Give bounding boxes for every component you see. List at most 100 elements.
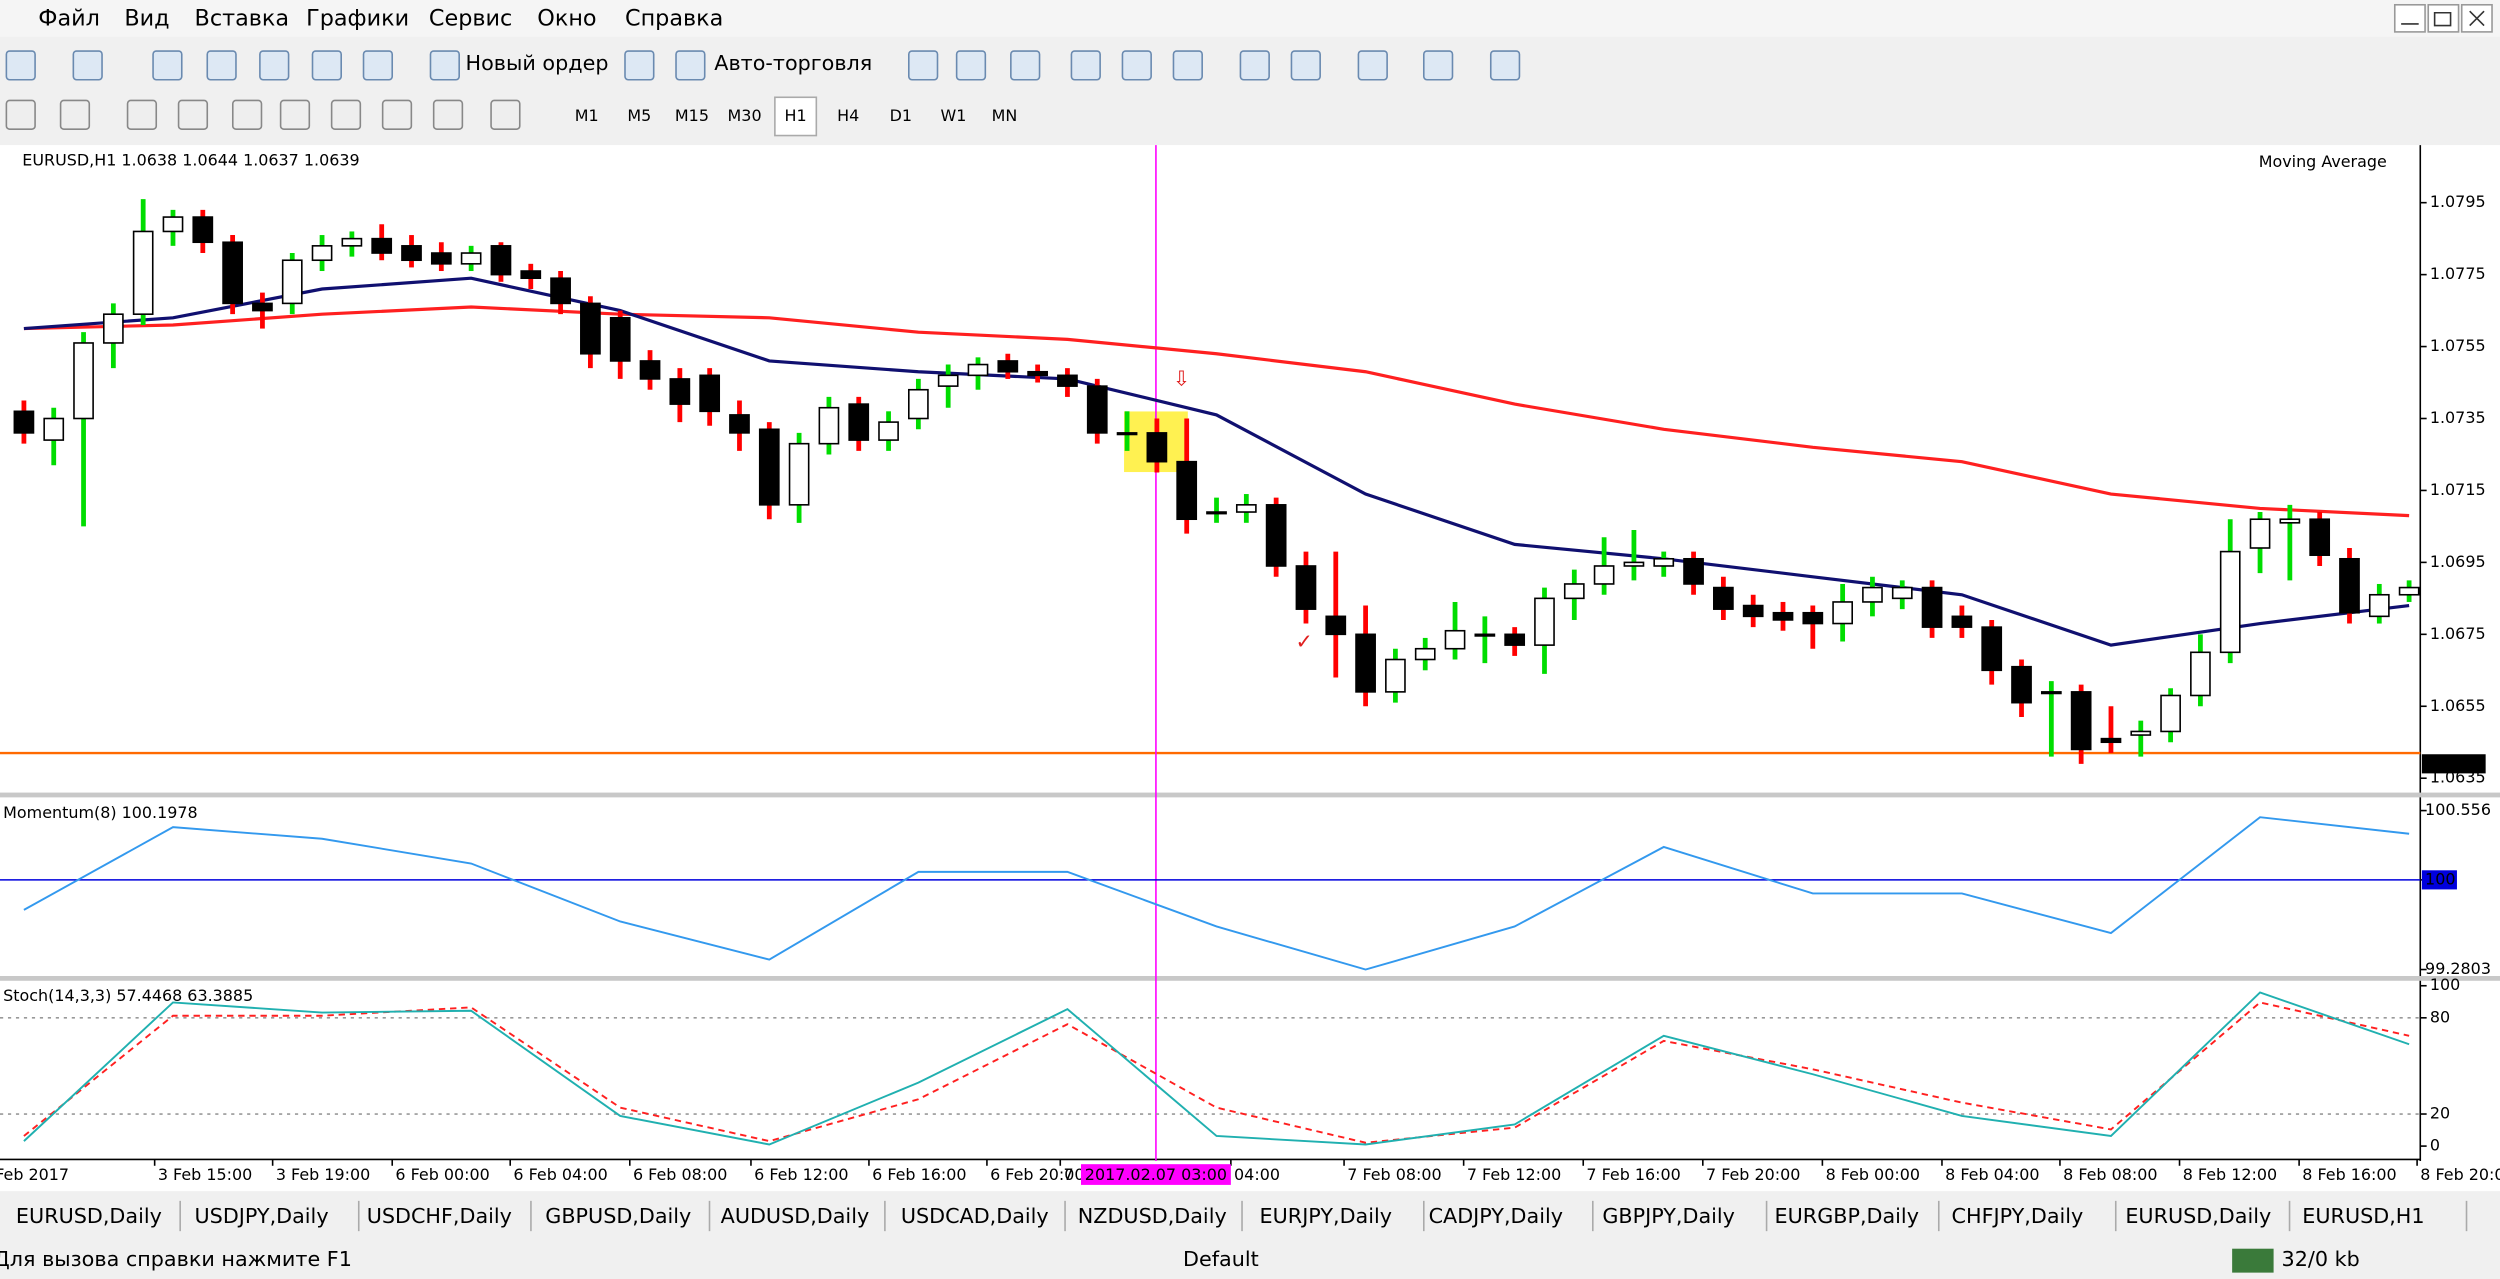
price-tick-label: 1.0735 bbox=[2430, 408, 2486, 427]
menu-item[interactable]: Файл bbox=[38, 6, 100, 32]
toolbar-icon[interactable] bbox=[429, 50, 460, 81]
toolbar-icon[interactable] bbox=[152, 50, 183, 81]
status-profile: Default bbox=[1183, 1247, 1259, 1271]
chart-tab[interactable]: CHFJPY,Daily bbox=[1952, 1204, 2084, 1228]
candle-body bbox=[788, 442, 810, 506]
tool-icon[interactable] bbox=[330, 99, 362, 130]
timeframe-button[interactable]: H4 bbox=[837, 106, 859, 125]
restore-button[interactable] bbox=[2427, 3, 2460, 33]
chart-tab[interactable]: GBPJPY,Daily bbox=[1602, 1204, 1735, 1228]
menu-item[interactable]: Сервис bbox=[429, 6, 512, 32]
chart-tab[interactable]: EURJPY,Daily bbox=[1260, 1204, 1392, 1228]
chart-tab[interactable]: EURGBP,Daily bbox=[1775, 1204, 1919, 1228]
toolbar-icon[interactable] bbox=[1121, 50, 1152, 81]
toolbar-icon[interactable] bbox=[1010, 50, 1041, 81]
toolbar-icon[interactable] bbox=[1172, 50, 1203, 81]
menu-item[interactable]: Вид bbox=[124, 6, 169, 32]
timeframe-button[interactable]: M5 bbox=[627, 106, 651, 125]
toolbar-icon[interactable] bbox=[259, 50, 290, 81]
candle-body bbox=[1862, 586, 1883, 603]
tool-icon[interactable] bbox=[126, 99, 158, 130]
tool-icon[interactable] bbox=[490, 99, 521, 130]
toolbar-icon[interactable] bbox=[5, 50, 36, 81]
tool-icon[interactable] bbox=[381, 99, 413, 130]
menu-item[interactable]: Вставка bbox=[195, 6, 290, 32]
cursor-label: 2017.02.07 03:00 bbox=[1085, 1165, 1227, 1184]
candle-body bbox=[460, 252, 482, 265]
toolbar-icon[interactable] bbox=[624, 50, 655, 81]
toolbar-icon[interactable] bbox=[362, 50, 394, 81]
candle-body bbox=[1653, 557, 1675, 567]
menu-item[interactable]: Справка bbox=[625, 6, 723, 32]
tool-icon[interactable] bbox=[59, 99, 91, 130]
menu-item[interactable]: Окно bbox=[537, 6, 596, 32]
signal-arrow: ⇩ bbox=[1173, 367, 1190, 391]
timeframe-button[interactable]: D1 bbox=[890, 106, 912, 125]
chart-tab[interactable]: NZDUSD,Daily bbox=[1078, 1204, 1227, 1228]
candle-body bbox=[102, 313, 124, 344]
candle-body bbox=[2190, 651, 2211, 697]
chart-tab[interactable]: EURUSD,Daily bbox=[2125, 1204, 2271, 1228]
toolbar-icon[interactable] bbox=[955, 50, 987, 81]
ma-fast bbox=[23, 276, 2410, 647]
chart-tab[interactable]: EURUSD,Daily bbox=[16, 1204, 162, 1228]
chart-tab[interactable]: GBPUSD,Daily bbox=[545, 1204, 691, 1228]
toolbar-icon[interactable] bbox=[206, 50, 237, 81]
toolbar-icon[interactable] bbox=[72, 50, 103, 81]
close-button[interactable] bbox=[2460, 3, 2493, 33]
menu-item[interactable]: Графики bbox=[306, 6, 409, 32]
candle-body bbox=[937, 374, 959, 387]
timeframe-button[interactable]: M30 bbox=[728, 106, 762, 125]
toolbar-icon[interactable] bbox=[908, 50, 939, 81]
toolbar-icon[interactable] bbox=[1239, 50, 1270, 81]
candle-body bbox=[1027, 370, 1048, 377]
tool-icon[interactable] bbox=[231, 99, 263, 130]
toolbar-icon[interactable] bbox=[1422, 50, 1454, 81]
toolbar-icon[interactable] bbox=[675, 50, 706, 81]
candle-body bbox=[490, 245, 512, 276]
chart-tab[interactable]: USDJPY,Daily bbox=[195, 1204, 329, 1228]
pane-separator bbox=[0, 975, 2500, 981]
candle-body bbox=[729, 414, 750, 434]
chart-tab[interactable]: USDCHF,Daily bbox=[367, 1204, 512, 1228]
minimize-button[interactable] bbox=[2393, 3, 2426, 33]
toolbar-icon[interactable] bbox=[1070, 50, 1101, 81]
timeframe-button[interactable]: M1 bbox=[575, 106, 599, 125]
time-label: 8 Feb 04:00 bbox=[1945, 1165, 2039, 1184]
tool-icon[interactable] bbox=[279, 99, 311, 130]
window-controls[interactable] bbox=[2393, 3, 2493, 33]
toolbar-icon[interactable] bbox=[311, 50, 342, 81]
candle-body bbox=[252, 302, 273, 312]
candle-body bbox=[1921, 586, 1943, 628]
chart-tab[interactable]: CADJPY,Daily bbox=[1429, 1204, 1563, 1228]
candle-body bbox=[222, 241, 243, 305]
candle-body bbox=[1474, 633, 1496, 637]
candle-body bbox=[1235, 504, 1257, 513]
time-label: 8 Feb 20:00 bbox=[2420, 1165, 2500, 1184]
pane-separator bbox=[0, 792, 2500, 798]
tool-icon[interactable] bbox=[177, 99, 209, 130]
chart-tab[interactable]: USDCAD,Daily bbox=[901, 1204, 1049, 1228]
toolbar-icon[interactable] bbox=[1489, 50, 1521, 81]
timeframe-button[interactable]: M15 bbox=[675, 106, 709, 125]
candle-body bbox=[311, 245, 333, 262]
price-tick-label: 1.0755 bbox=[2430, 336, 2486, 355]
candle-body bbox=[908, 388, 929, 420]
timeframe-button[interactable]: W1 bbox=[940, 106, 966, 125]
tool-icon[interactable] bbox=[432, 99, 464, 130]
tool-icon[interactable] bbox=[5, 99, 36, 130]
timeframe-button[interactable]: H1 bbox=[785, 106, 807, 125]
toolbar-icon[interactable] bbox=[1357, 50, 1388, 81]
time-label: 7 Feb 20:00 bbox=[1706, 1165, 1800, 1184]
chart-tab[interactable]: AUDUSD,Daily bbox=[721, 1204, 870, 1228]
chart-tab[interactable]: EURUSD,H1 bbox=[2302, 1204, 2424, 1228]
new-order-button[interactable]: Новый ордер bbox=[466, 51, 609, 75]
toolbar-icon[interactable] bbox=[1290, 50, 1321, 81]
timeframe-button[interactable]: MN bbox=[992, 106, 1018, 125]
candle-body bbox=[1683, 557, 1704, 585]
auto-trading-button[interactable]: Авто-торговля bbox=[714, 51, 872, 75]
stoch-tick-label: 20 bbox=[2430, 1104, 2450, 1123]
candle-body bbox=[1325, 615, 1347, 636]
price-tick-label: 1.0715 bbox=[2430, 480, 2486, 499]
